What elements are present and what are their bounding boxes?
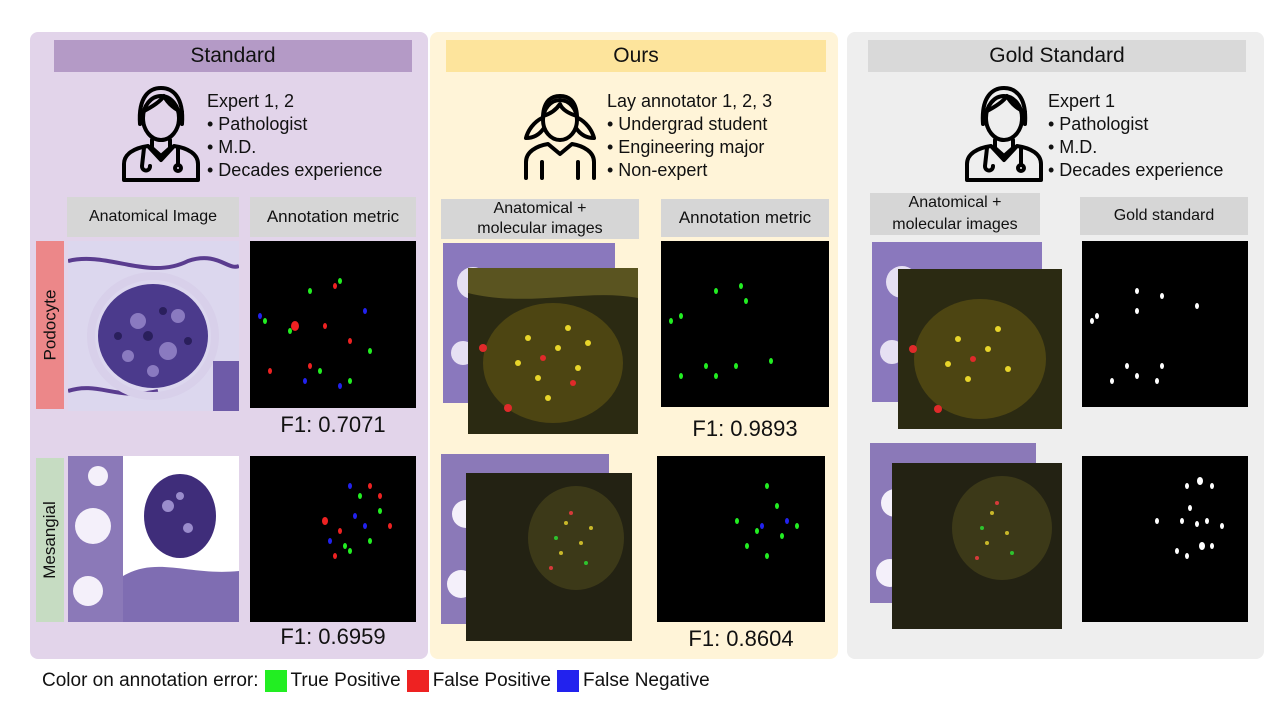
gold-standard-podocyte	[1082, 241, 1248, 407]
ours-molecular-podocyte	[468, 268, 638, 434]
podocyte-label: Podocyte	[40, 289, 60, 361]
anatomical-image-mesangial	[68, 456, 239, 622]
annotator-bullet: • M.D.	[207, 137, 257, 157]
legend-false-positive: False Positive	[432, 670, 551, 691]
ours-title: Ours	[446, 40, 826, 72]
gold-standard-mesangial	[1082, 456, 1248, 622]
f1-score-standard-mesangial: F1: 0.6959	[280, 624, 386, 649]
gold-standard-title: Gold Standard	[868, 40, 1246, 72]
gold-col-standard: Gold standard	[1080, 197, 1248, 235]
annotator-bullet: • Pathologist	[1048, 114, 1149, 134]
legend-true-positive: True Positive	[290, 670, 401, 691]
annotator-bullet: • Pathologist	[207, 114, 308, 134]
standard-col-anatomical: Anatomical Image	[67, 197, 239, 237]
annotator-name: Expert 1, 2	[207, 91, 295, 111]
anatomical-image-podocyte	[68, 241, 239, 411]
legend-prefix: Color on annotation error:	[42, 670, 259, 691]
legend-false-negative: False Negative	[582, 670, 710, 691]
annotator-bullet: • Engineering major	[607, 137, 765, 157]
standard-col-metric: Annotation metric	[250, 197, 416, 237]
ours-col-metric: Annotation metric	[661, 199, 829, 237]
student-icon	[522, 88, 598, 180]
ours-molecular-mesangial	[466, 473, 632, 641]
row-label-mesangial: Mesangial	[36, 458, 64, 622]
annotator-bullet: • Non-expert	[607, 160, 708, 180]
row-label-podocyte: Podocyte	[36, 241, 64, 409]
mesangial-label: Mesangial	[40, 501, 59, 579]
gold-molecular-podocyte	[898, 269, 1062, 429]
error-color-legend: Color on annotation error: True Positive…	[42, 670, 710, 692]
f1-score-ours-podocyte: F1: 0.9893	[692, 416, 798, 441]
annotator-bullet: • Decades experience	[207, 160, 383, 180]
annotator-bullet: • Decades experience	[1048, 160, 1224, 180]
ours-annotation-metric-mesangial	[657, 456, 825, 622]
doctor-icon	[120, 84, 202, 182]
true-positive-swatch	[264, 670, 287, 692]
annotation-metric-mesangial	[250, 456, 416, 622]
annotation-metric-podocyte	[250, 241, 416, 408]
f1-score-ours-mesangial: F1: 0.8604	[688, 626, 794, 651]
gold-molecular-mesangial	[892, 463, 1062, 629]
ours-annotation-metric-podocyte	[661, 241, 829, 407]
standard-title: Standard	[54, 40, 412, 72]
ours-annotator-info: Lay annotator 1, 2, 3 • Undergrad studen…	[607, 90, 772, 182]
false-positive-swatch	[406, 670, 429, 692]
annotator-bullet: • M.D.	[1048, 137, 1098, 157]
doctor-icon	[963, 84, 1045, 182]
gold-annotator-info: Expert 1 • Pathologist • M.D. • Decades …	[1048, 90, 1223, 182]
annotator-name: Expert 1	[1048, 91, 1116, 111]
ours-col-images: Anatomical + molecular images	[441, 199, 639, 239]
standard-annotator-info: Expert 1, 2 • Pathologist • M.D. • Decad…	[207, 90, 382, 182]
gold-col-images: Anatomical + molecular images	[870, 193, 1040, 235]
annotator-name: Lay annotator 1, 2, 3	[607, 91, 773, 111]
annotator-bullet: • Undergrad student	[607, 114, 768, 134]
false-negative-swatch	[556, 670, 579, 692]
f1-score-standard-podocyte: F1: 0.7071	[280, 412, 386, 437]
